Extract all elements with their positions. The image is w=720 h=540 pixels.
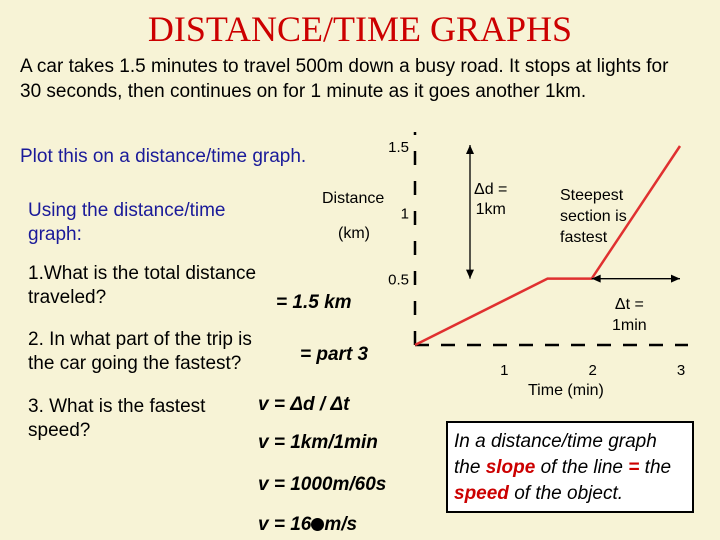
speed-substitution: v = 1km/1min <box>258 432 378 453</box>
steepest-line2: section is <box>560 208 627 225</box>
question-1-line2: traveled? <box>28 287 107 308</box>
x-tick-label: 1 <box>500 362 508 379</box>
delta-d-line2: 1km <box>475 201 506 218</box>
page-title: DISTANCE/TIME GRAPHS <box>147 9 573 49</box>
delta-t-line2: 1min <box>612 317 647 334</box>
speed-result-value: v = 16 <box>258 514 312 535</box>
steepest-line1: Steepest <box>560 187 624 204</box>
distance-time-line <box>414 145 682 347</box>
obscured-digit-blot <box>311 518 325 531</box>
note-text-2: of the line <box>535 457 629 478</box>
delta-d-arrowhead-bottom <box>466 269 474 279</box>
y-axis-unit: (km) <box>338 225 370 242</box>
delta-d-arrowhead-top <box>466 145 474 154</box>
y-tick-label: 0.5 <box>388 272 409 289</box>
x-tick-label: 2 <box>588 362 596 379</box>
plot-instruction: Plot this on a distance/time graph. <box>20 146 307 167</box>
answer-2: = part 3 <box>300 344 369 365</box>
delta-t-arrowhead-right <box>671 274 680 283</box>
note-slope: slope <box>485 457 536 478</box>
using-graph-label: Using the distance/time graph: <box>28 199 226 247</box>
slope-speed-note: In a distance/time graph the slope of th… <box>446 421 694 513</box>
steepest-label: Steepest section is fastest <box>560 185 627 248</box>
question-3: 3. What is the fastest speed? <box>28 395 205 443</box>
question-1-line1: 1.What is the total distance <box>28 263 257 284</box>
chart-axes <box>413 132 688 347</box>
y-axis-label: Distance <box>322 190 385 207</box>
delta-t-label: Δt = 1min <box>612 294 647 336</box>
delta-t-line1: Δt = <box>614 296 644 313</box>
x-axis-label: Time (min) <box>528 382 604 399</box>
chart-annotations <box>466 145 680 283</box>
problem-statement: A car takes 1.5 minutes to travel 500m d… <box>20 56 669 102</box>
chart-series <box>414 145 682 347</box>
speed-conversion: v = 1000m/60s <box>258 474 387 495</box>
speed-formula: v = Δd / Δt <box>258 394 350 415</box>
x-tick-label: 3 <box>677 362 685 379</box>
steepest-line3: fastest <box>560 229 608 246</box>
answer-1: = 1.5 km <box>276 292 352 313</box>
question-3-line2: speed? <box>28 420 91 441</box>
note-text-4: of the object. <box>508 483 623 504</box>
speed-result-unit: m/s <box>324 514 358 535</box>
question-2-line2: the car going the fastest? <box>28 353 242 374</box>
using-label-line1: Using the distance/time <box>28 200 226 221</box>
chart-ticks: 0.5 1 1.5 1 2 3 <box>388 139 685 379</box>
note-equals: = <box>628 457 640 478</box>
delta-d-line1: Δd = <box>474 181 508 198</box>
note-speed: speed <box>454 483 509 504</box>
y-tick-label: 1.5 <box>388 139 409 156</box>
y-tick-label: 1 <box>401 205 409 222</box>
question-3-line1: 3. What is the fastest <box>28 396 206 417</box>
delta-t-arrowhead-left <box>591 274 601 283</box>
delta-d-label: Δd = 1km <box>474 180 507 220</box>
speed-result: v = 16 m/s <box>258 514 357 536</box>
using-label-line2: graph: <box>28 224 82 245</box>
note-text-3: the <box>639 457 672 478</box>
question-1: 1.What is the total distance traveled? <box>28 262 256 310</box>
question-2-line1: 2. In what part of the trip is <box>28 329 252 350</box>
question-2: 2. In what part of the trip is the car g… <box>28 328 252 376</box>
note-text-1: In a distance/time graph the <box>454 431 657 478</box>
